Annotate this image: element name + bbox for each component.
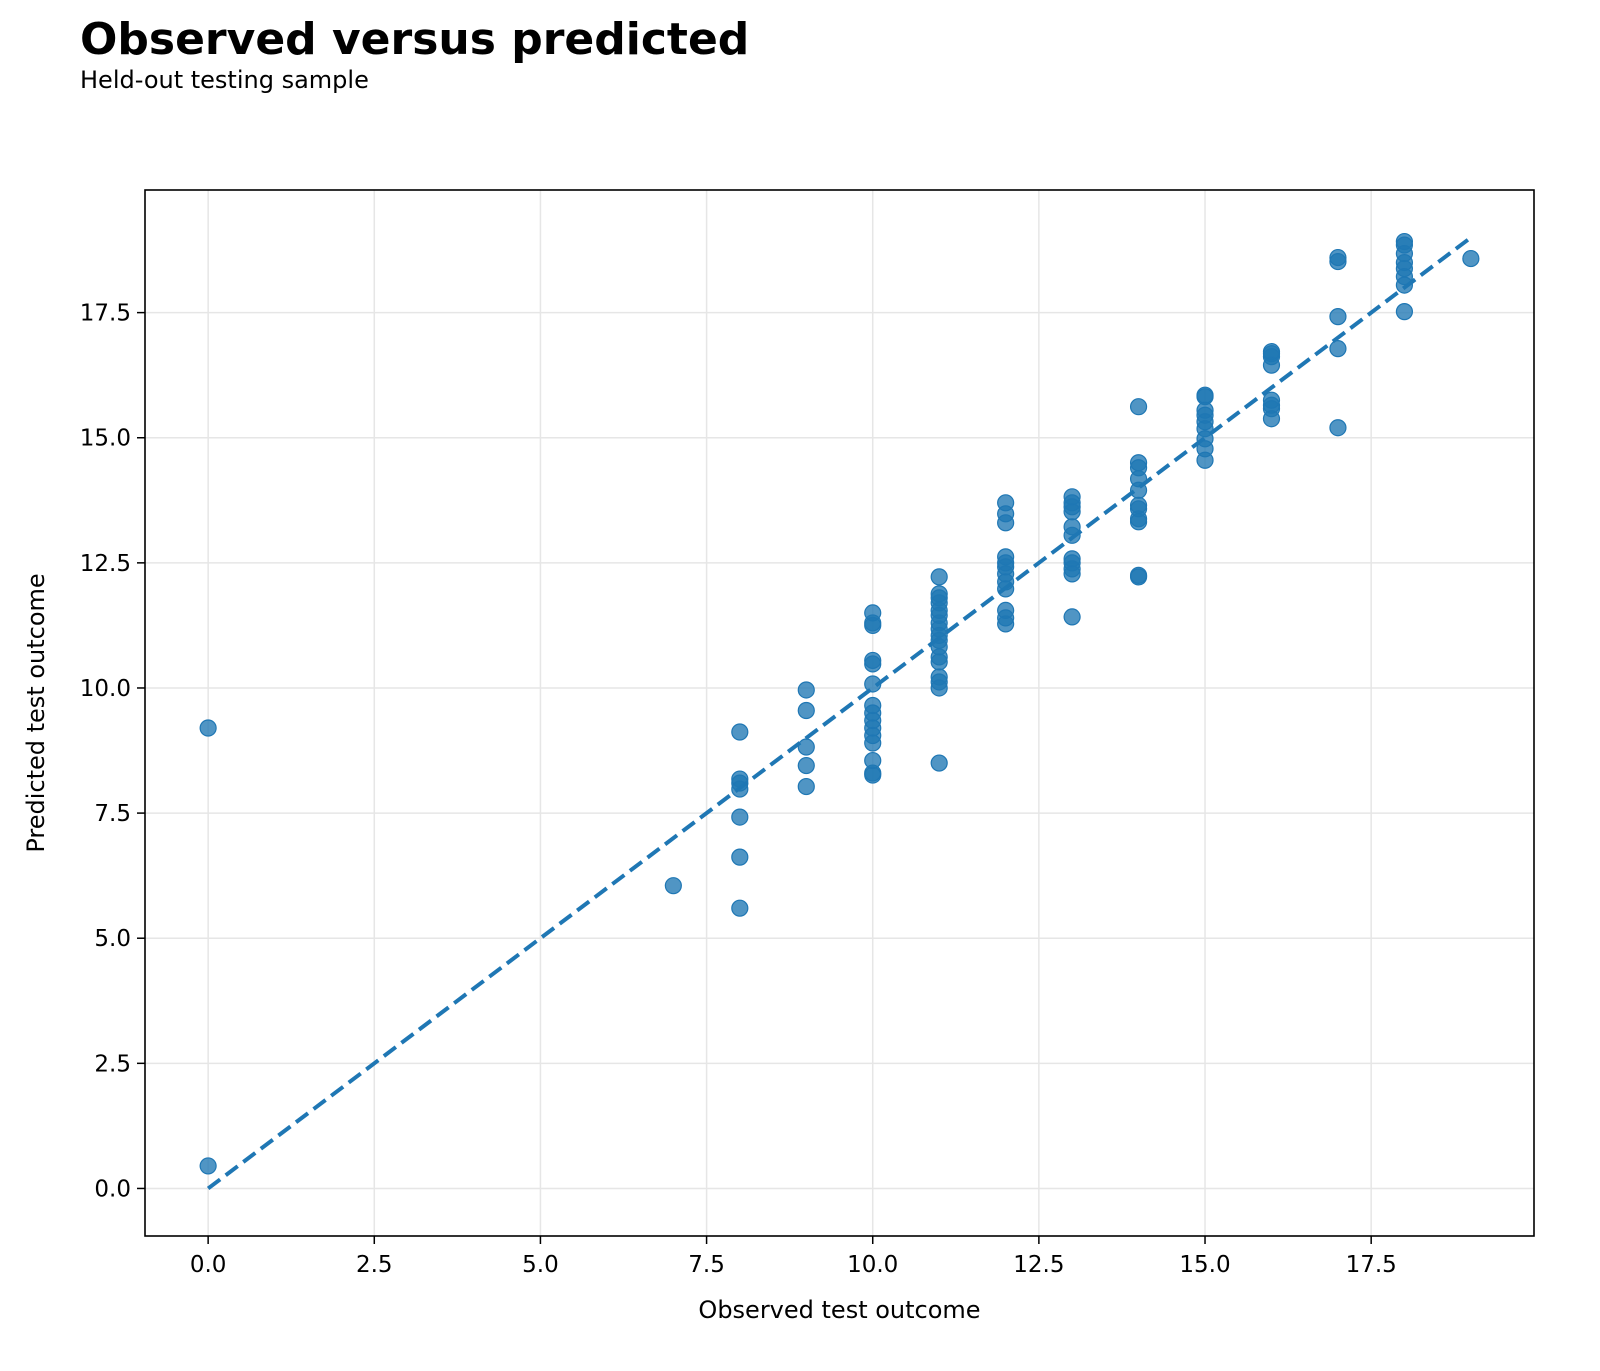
- data-point: [797, 777, 815, 796]
- data-point: [864, 655, 882, 673]
- data-point: [1262, 356, 1281, 374]
- data-point: [997, 580, 1015, 598]
- data-point: [731, 780, 749, 798]
- x-tick-label: 2.5: [356, 1252, 393, 1278]
- data-point: [1262, 410, 1281, 428]
- data-point: [930, 679, 948, 697]
- data-point: [797, 681, 815, 699]
- y-tick-label: 10.0: [80, 676, 131, 702]
- data-point: [797, 701, 815, 720]
- y-tick-label: 0.0: [94, 1176, 131, 1202]
- data-point: [1329, 340, 1347, 358]
- y-tick-label: 15.0: [80, 426, 131, 452]
- reference-line: [206, 235, 1473, 1191]
- data-point: [864, 675, 882, 693]
- data-point: [797, 738, 815, 756]
- data-point: [1129, 398, 1148, 416]
- x-tick-label: 7.5: [688, 1252, 725, 1278]
- data-points: [199, 232, 1480, 1175]
- data-point: [1395, 276, 1414, 294]
- y-tick-label: 12.5: [80, 551, 131, 577]
- x-tick-label: 15.0: [1179, 1252, 1230, 1278]
- y-tick-label: 5.0: [94, 926, 131, 952]
- data-point: [1395, 303, 1414, 321]
- x-tick-label: 17.5: [1346, 1252, 1397, 1278]
- x-tick-label: 5.0: [522, 1252, 559, 1278]
- data-point: [1063, 608, 1081, 626]
- data-point: [1129, 568, 1148, 586]
- data-point: [797, 756, 815, 775]
- data-point: [199, 719, 217, 737]
- data-point: [731, 808, 749, 826]
- data-point: [1129, 513, 1148, 531]
- data-point: [1129, 481, 1148, 499]
- data-point: [199, 1157, 217, 1175]
- data-point: [1063, 503, 1081, 521]
- axis-ticks: 0.0 2.5 5.0 7.5 10.0 12.5 15.0 17.5 0.0 2.5 5.0 7.5…: [80, 301, 1397, 1278]
- x-axis-label: Observed test outcome: [698, 1296, 980, 1324]
- data-point: [731, 899, 749, 917]
- y-axis-label: Predicted test outcome: [22, 573, 50, 852]
- chart-subtitle: Held-out testing sample: [80, 66, 369, 94]
- data-point: [864, 616, 882, 635]
- data-point: [864, 734, 882, 752]
- data-point: [1329, 252, 1347, 271]
- data-point: [997, 615, 1015, 633]
- data-point: [731, 848, 749, 866]
- data-point: [1196, 451, 1214, 469]
- x-tick-label: 12.5: [1013, 1252, 1064, 1278]
- chart-title: Observed versus predicted: [80, 14, 750, 65]
- data-point: [930, 754, 948, 772]
- grid-lines: [145, 190, 1534, 1236]
- x-tick-label: 0.0: [190, 1252, 227, 1278]
- x-tick-label: 10.0: [847, 1252, 898, 1278]
- reference-line-group: [206, 235, 1473, 1191]
- data-point: [1329, 308, 1347, 326]
- data-point: [1329, 419, 1347, 437]
- data-point: [664, 877, 682, 895]
- data-point: [1063, 526, 1081, 544]
- y-tick-label: 7.5: [94, 801, 131, 827]
- data-point: [864, 766, 882, 784]
- y-tick-label: 17.5: [80, 301, 131, 327]
- data-point: [1063, 565, 1081, 583]
- data-point: [1462, 249, 1480, 268]
- data-point: [930, 568, 948, 586]
- data-point: [997, 514, 1015, 532]
- data-point: [731, 723, 749, 741]
- y-tick-label: 2.5: [94, 1051, 131, 1077]
- plot-frame: [144, 189, 1535, 1237]
- data-point: [930, 653, 948, 671]
